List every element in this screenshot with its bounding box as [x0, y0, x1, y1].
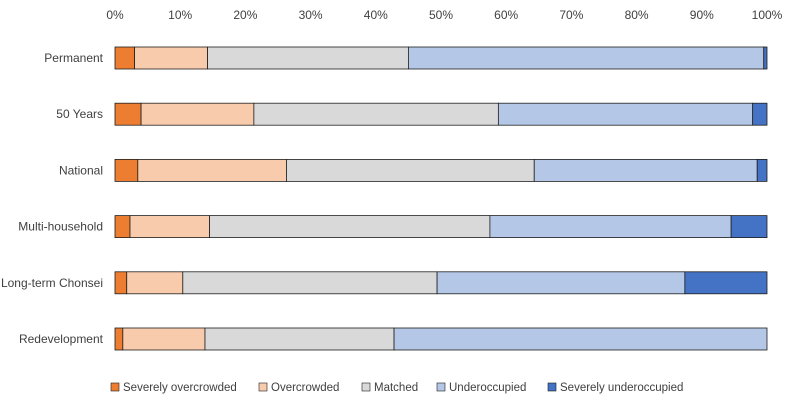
bar-segment: [114, 271, 128, 295]
bar-segment: [207, 46, 409, 70]
bar-segment: [763, 46, 768, 70]
x-tick-label: 10%: [168, 8, 192, 22]
legend-label: Severely underoccupied: [560, 382, 683, 394]
category-label: Permanent: [44, 51, 103, 65]
bar-segment: [756, 158, 768, 182]
bar-segment: [393, 327, 768, 351]
bar-segment: [752, 102, 768, 126]
bar-segment: [253, 102, 499, 126]
category-label: Redevelopment: [19, 332, 104, 346]
bar-segment: [114, 102, 142, 126]
bar-segment: [497, 102, 754, 126]
bar-segment: [489, 215, 732, 239]
legend: Severely overcrowded Overcrowded Matched Un…: [110, 382, 683, 394]
x-tick-label: 0%: [106, 8, 124, 22]
legend-item: Severely underoccupied: [547, 382, 683, 394]
legend-label: Underoccupied: [449, 382, 526, 394]
x-tick-label: 70%: [559, 8, 583, 22]
bar-segment: [137, 158, 287, 182]
x-tick-label: 80%: [625, 8, 649, 22]
bar-segment: [533, 158, 758, 182]
legend-item: Overcrowded: [258, 382, 339, 394]
bar-segment: [286, 158, 535, 182]
bar-segment: [114, 327, 124, 351]
bar-segment: [684, 271, 768, 295]
bar-segment: [134, 46, 208, 70]
bar-segment: [114, 215, 131, 239]
bar-segment: [182, 271, 438, 295]
x-tick-label: 100%: [752, 8, 783, 22]
bar-segment: [129, 215, 210, 239]
bar-segment: [126, 271, 184, 295]
legend-label: Matched: [374, 382, 418, 394]
legend-label: Overcrowded: [271, 382, 339, 394]
x-tick-label: 30%: [299, 8, 323, 22]
bar-segment: [114, 158, 139, 182]
x-tick-label: 40%: [364, 8, 388, 22]
legend-item: Severely overcrowded: [110, 382, 237, 394]
category-label: Long-term Chonsei: [1, 276, 103, 290]
legend-item: Matched: [361, 382, 418, 394]
bar-segment: [140, 102, 255, 126]
x-tick-label: 50%: [429, 8, 453, 22]
legend-swatch: [436, 382, 446, 392]
x-tick-label: 60%: [494, 8, 518, 22]
x-tick-label: 20%: [233, 8, 257, 22]
bar-segment: [730, 215, 768, 239]
legend-item: Underoccupied: [436, 382, 526, 394]
bar-segment: [436, 271, 686, 295]
category-label: National: [59, 163, 103, 177]
category-label: Multi-household: [18, 220, 103, 234]
category-label: 50 Years: [56, 107, 103, 121]
legend-label: Severely overcrowded: [123, 382, 237, 394]
x-tick-label: 90%: [690, 8, 714, 22]
x-axis-tick-labels: 0% 10% 20% 30% 40% 50% 60% 70% 80% 90% 100%: [106, 8, 782, 22]
bar-segment: [204, 327, 395, 351]
legend-swatch: [547, 382, 557, 392]
legend-swatch: [110, 382, 120, 392]
bar-segment: [209, 215, 491, 239]
y-axis-category-labels: Permanent 50 Years National Multi-household…: [1, 51, 104, 346]
legend-swatch: [258, 382, 268, 392]
bar-segment: [114, 46, 135, 70]
bar-segment: [122, 327, 206, 351]
legend-swatch: [361, 382, 371, 392]
bar-segment: [407, 46, 765, 70]
bars: [114, 46, 768, 351]
